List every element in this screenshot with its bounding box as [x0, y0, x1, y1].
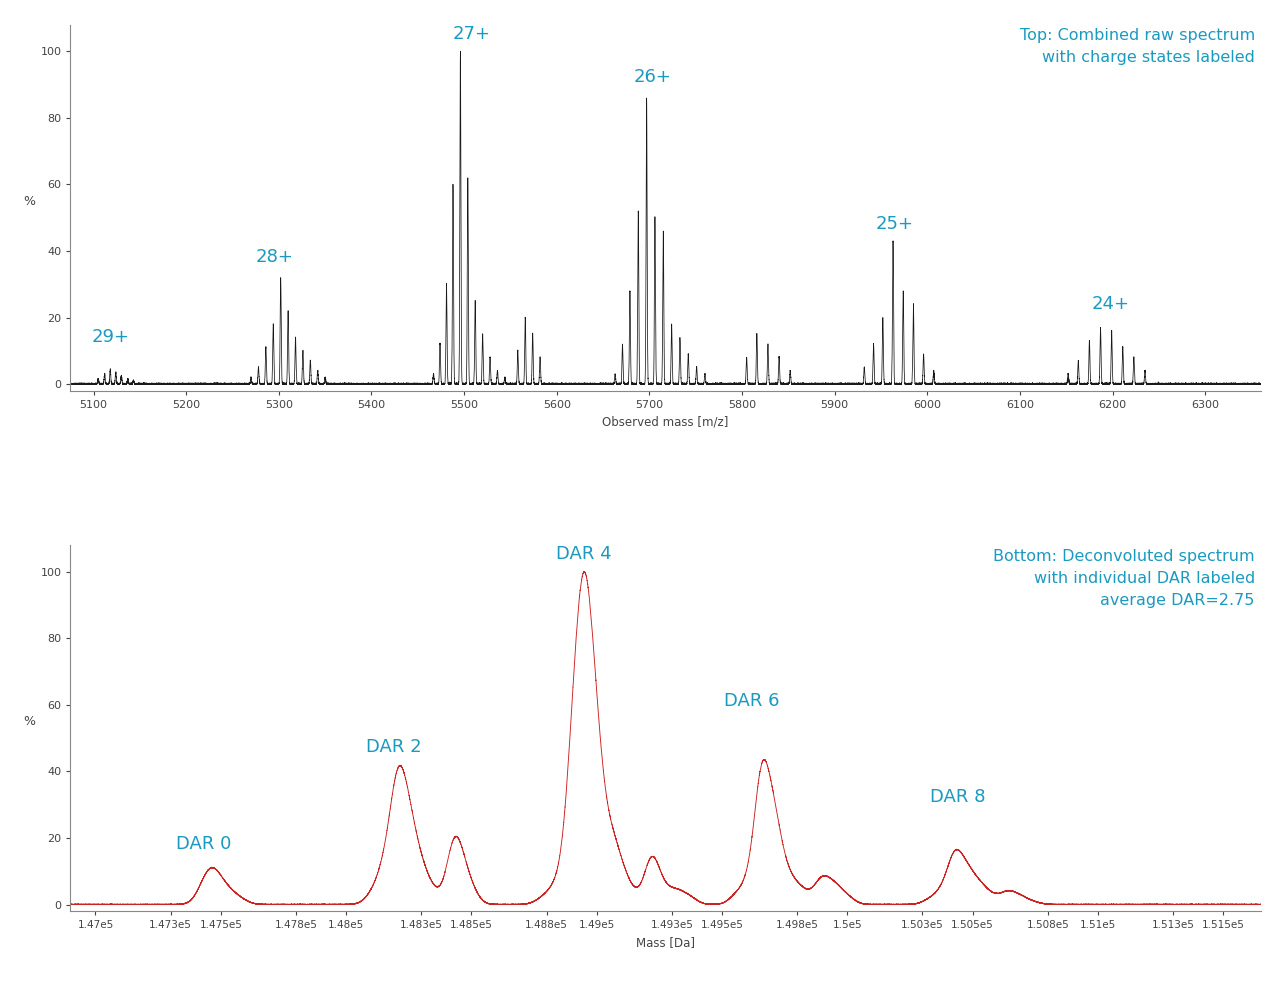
Text: DAR 4: DAR 4 [557, 545, 612, 564]
Y-axis label: %: % [23, 194, 36, 208]
Text: DAR 2: DAR 2 [366, 738, 421, 756]
Text: 29+: 29+ [91, 328, 129, 346]
Text: 26+: 26+ [634, 68, 671, 86]
X-axis label: Mass [Da]: Mass [Da] [636, 936, 695, 949]
Text: Top: Combined raw spectrum
with charge states labeled: Top: Combined raw spectrum with charge s… [1020, 28, 1254, 66]
Text: 28+: 28+ [255, 248, 293, 266]
Y-axis label: %: % [23, 715, 36, 728]
Text: 24+: 24+ [1092, 295, 1130, 312]
Text: 25+: 25+ [876, 215, 914, 233]
Text: DAR 0: DAR 0 [175, 835, 230, 853]
Text: 27+: 27+ [453, 25, 490, 43]
Text: DAR 8: DAR 8 [929, 789, 986, 806]
Text: Bottom: Deconvoluted spectrum
with individual DAR labeled
average DAR=2.75: Bottom: Deconvoluted spectrum with indiv… [993, 549, 1254, 608]
X-axis label: Observed mass [m/z]: Observed mass [m/z] [603, 415, 728, 428]
Text: DAR 6: DAR 6 [724, 691, 780, 710]
